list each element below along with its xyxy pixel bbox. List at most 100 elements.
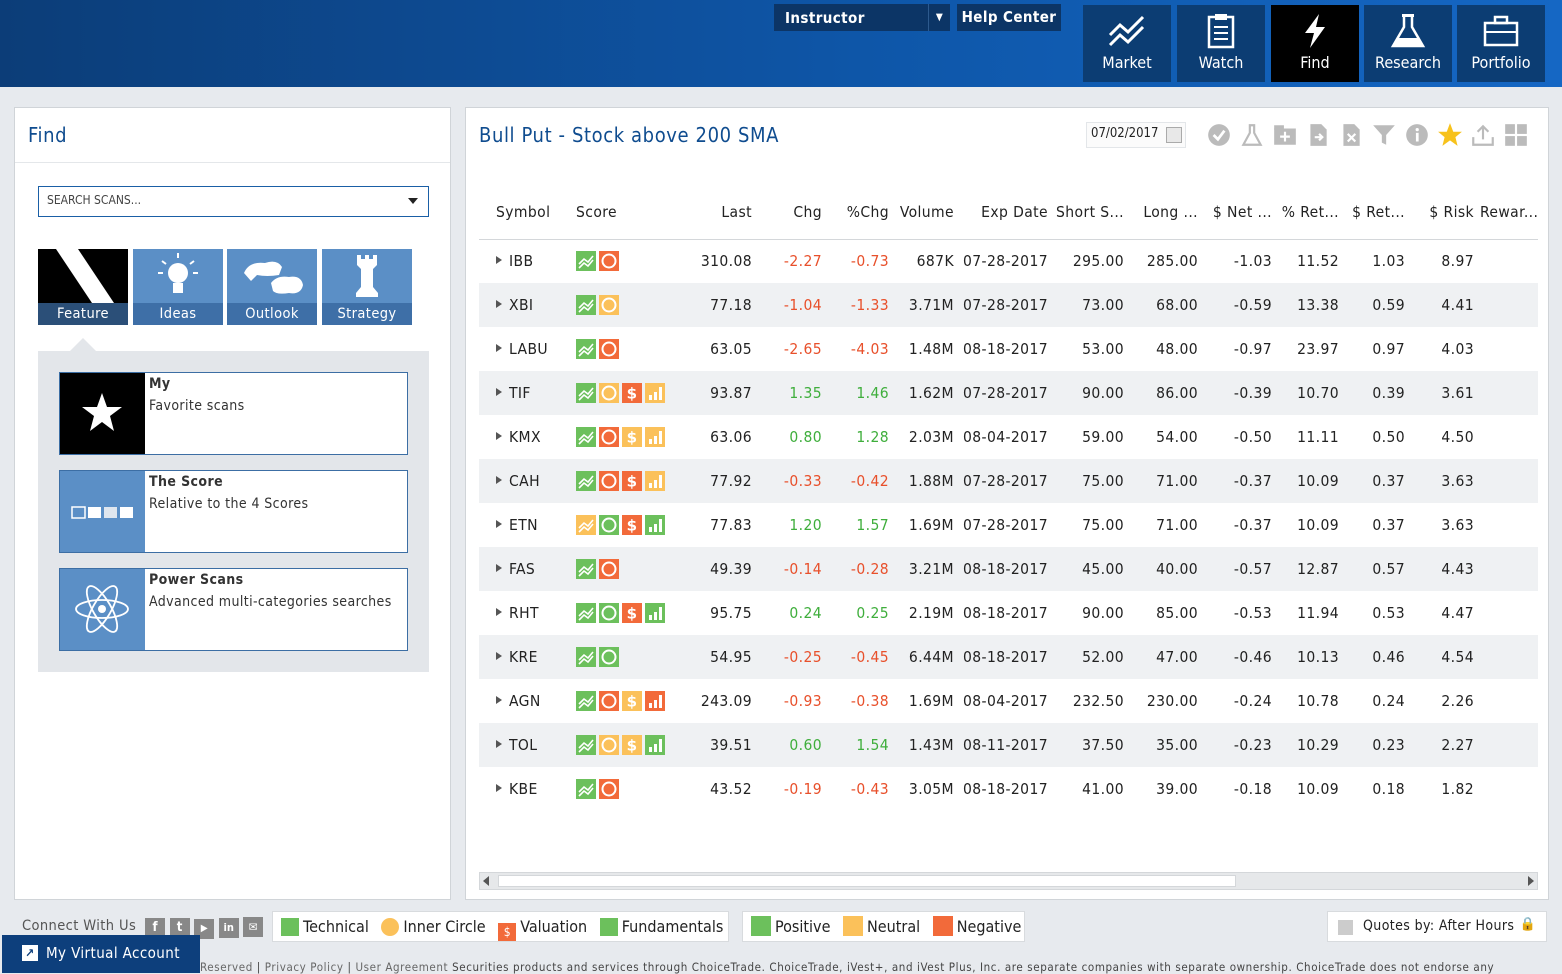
help-center-button[interactable]: Help Center xyxy=(957,4,1061,31)
circle-score-negative-icon[interactable] xyxy=(599,251,619,272)
symbol-text[interactable]: TIF xyxy=(509,384,531,402)
role-select[interactable]: Instructor ▼ xyxy=(774,4,950,31)
technical-score-positive-icon[interactable] xyxy=(576,735,596,755)
column-header-exp[interactable]: Exp Date xyxy=(960,186,1054,240)
expand-arrow-icon[interactable] xyxy=(496,784,502,792)
table-row[interactable]: TOL $39.51 0.60 1.54 1.43M 08-11-2017 37.50 35.… xyxy=(479,723,1538,767)
date-picker[interactable]: 07/02/2017 xyxy=(1086,122,1186,148)
circle-score-neutral-icon[interactable] xyxy=(599,295,619,315)
dollar-score-negative-icon[interactable]: $ xyxy=(622,515,642,535)
add-folder-icon[interactable] xyxy=(1272,122,1298,148)
mail-icon[interactable]: ✉ xyxy=(243,917,264,937)
info-icon[interactable] xyxy=(1404,122,1430,148)
horizontal-scrollbar[interactable] xyxy=(479,872,1538,890)
upload-icon[interactable] xyxy=(1470,122,1496,148)
symbol-text[interactable]: RHT xyxy=(509,604,539,622)
technical-score-positive-icon[interactable] xyxy=(576,251,596,272)
twitter-icon[interactable]: t xyxy=(169,918,190,938)
column-header-symbol[interactable]: Symbol xyxy=(479,186,572,240)
column-header-short[interactable]: Short S... xyxy=(1054,186,1130,240)
circle-score-positive-icon[interactable] xyxy=(599,647,619,667)
circle-score-positive-icon[interactable] xyxy=(599,603,619,623)
scroll-left-icon[interactable] xyxy=(483,876,489,886)
column-header-reward[interactable]: Rewar... xyxy=(1480,186,1538,240)
quotes-toggle[interactable]: Quotes by: After Hours 🔒 xyxy=(1327,911,1547,942)
my-virtual-account-button[interactable]: ↗ My Virtual Account xyxy=(2,935,200,973)
dollar-score-negative-icon[interactable]: $ xyxy=(622,603,642,623)
circle-score-negative-icon[interactable] xyxy=(599,559,619,579)
technical-score-positive-icon[interactable] xyxy=(576,603,596,623)
column-header-score[interactable]: Score xyxy=(572,186,684,240)
column-header-net[interactable]: $ Net ... xyxy=(1204,186,1278,240)
table-row[interactable]: TIF $93.87 1.35 1.46 1.62M 07-28-2017 90.00 86.… xyxy=(479,371,1538,415)
bars-score-neutral-icon[interactable] xyxy=(645,383,665,403)
table-row[interactable]: IBB 310.08 -2.27 -0.73 687K 07-28-2017 295.00 2… xyxy=(479,239,1538,283)
card-power-scans[interactable]: Power Scans Advanced multi-categories se… xyxy=(59,568,408,651)
technical-score-neutral-icon[interactable] xyxy=(576,515,596,535)
technical-score-positive-icon[interactable] xyxy=(576,339,596,359)
column-header-pret[interactable]: % Ret... xyxy=(1278,186,1345,240)
bars-score-positive-icon[interactable] xyxy=(645,735,665,755)
tile-outlook[interactable]: Outlook xyxy=(227,249,317,325)
circle-score-neutral-icon[interactable] xyxy=(599,735,619,755)
table-row[interactable]: FAS 49.39 -0.14 -0.28 3.21M 08-18-2017 45.00 40… xyxy=(479,547,1538,591)
technical-score-positive-icon[interactable] xyxy=(576,779,596,799)
column-header-volume[interactable]: Volume xyxy=(895,186,960,240)
circle-score-positive-icon[interactable] xyxy=(599,515,619,535)
symbol-text[interactable]: KRE xyxy=(509,648,538,666)
table-row[interactable]: XBI 77.18 -1.04 -1.33 3.71M 07-28-2017 73.00 68… xyxy=(479,283,1538,327)
tile-ideas[interactable]: Ideas xyxy=(133,249,223,325)
technical-score-positive-icon[interactable] xyxy=(576,691,596,711)
technical-score-positive-icon[interactable] xyxy=(576,559,596,579)
tile-feature[interactable]: Feature xyxy=(38,249,128,325)
technical-score-positive-icon[interactable] xyxy=(576,427,596,447)
table-row[interactable]: RHT $95.75 0.24 0.25 2.19M 08-18-2017 90.00 85.… xyxy=(479,591,1538,635)
circle-score-neutral-icon[interactable] xyxy=(599,383,619,403)
star-icon[interactable] xyxy=(1437,122,1463,148)
search-scans-input[interactable]: SEARCH SCANS... xyxy=(38,186,429,217)
symbol-text[interactable]: AGN xyxy=(509,692,541,710)
link-user-agreement[interactable]: User Agreement xyxy=(355,960,449,974)
bars-score-neutral-icon[interactable] xyxy=(645,471,665,491)
nav-watch[interactable]: Watch xyxy=(1177,5,1265,82)
expand-arrow-icon[interactable] xyxy=(496,300,502,308)
bars-score-negative-icon[interactable] xyxy=(645,691,665,711)
expand-arrow-icon[interactable] xyxy=(496,344,502,352)
dollar-score-neutral-icon[interactable]: $ xyxy=(622,427,642,447)
circle-score-negative-icon[interactable] xyxy=(599,339,619,359)
symbol-text[interactable]: IBB xyxy=(509,252,534,271)
expand-arrow-icon[interactable] xyxy=(496,432,502,440)
card-the-score[interactable]: The Score Relative to the 4 Scores xyxy=(59,470,408,553)
symbol-text[interactable]: KBE xyxy=(509,780,538,798)
symbol-text[interactable]: TOL xyxy=(509,736,538,754)
calendar-icon[interactable] xyxy=(1166,127,1182,143)
table-row[interactable]: ETN $77.83 1.20 1.57 1.69M 07-28-2017 75.00 71.… xyxy=(479,503,1538,547)
expand-arrow-icon[interactable] xyxy=(496,520,502,528)
column-header-pchg[interactable]: %Chg xyxy=(828,186,895,240)
check-circle-icon[interactable] xyxy=(1206,122,1232,148)
dollar-score-neutral-icon[interactable]: $ xyxy=(622,735,642,755)
expand-arrow-icon[interactable] xyxy=(496,696,502,704)
nav-find[interactable]: Find xyxy=(1271,5,1359,82)
expand-arrow-icon[interactable] xyxy=(496,256,502,265)
technical-score-positive-icon[interactable] xyxy=(576,647,596,667)
table-row[interactable]: KBE 43.52 -0.19 -0.43 3.05M 08-18-2017 41.00 39… xyxy=(479,767,1538,811)
circle-score-negative-icon[interactable] xyxy=(599,427,619,447)
export-doc-icon[interactable] xyxy=(1305,122,1331,148)
table-row[interactable]: CAH $77.92 -0.33 -0.42 1.88M 07-28-2017 75.00 7… xyxy=(479,459,1538,503)
symbol-text[interactable]: XBI xyxy=(509,296,534,314)
symbol-text[interactable]: KMX xyxy=(509,428,541,446)
expand-arrow-icon[interactable] xyxy=(496,652,502,660)
bars-score-positive-icon[interactable] xyxy=(645,603,665,623)
filter-icon[interactable] xyxy=(1371,122,1397,148)
circle-score-negative-icon[interactable] xyxy=(599,691,619,711)
facebook-icon[interactable]: f xyxy=(145,918,165,938)
table-row[interactable]: AGN $243.09 -0.93 -0.38 1.69M 08-04-2017 232.5… xyxy=(479,679,1538,723)
delete-doc-icon[interactable] xyxy=(1338,122,1364,148)
bars-score-neutral-icon[interactable] xyxy=(645,427,665,447)
expand-arrow-icon[interactable] xyxy=(496,564,502,572)
nav-market[interactable]: Market xyxy=(1083,5,1171,82)
link-reserved[interactable]: Reserved xyxy=(200,960,253,974)
expand-arrow-icon[interactable] xyxy=(496,608,502,616)
bars-score-positive-icon[interactable] xyxy=(645,515,665,535)
